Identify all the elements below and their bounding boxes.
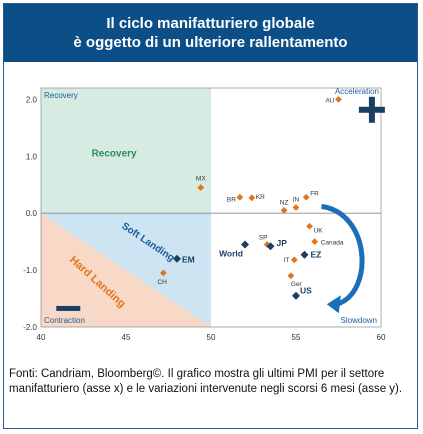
aggregate-label: World bbox=[219, 248, 243, 258]
country-label: BR bbox=[227, 196, 236, 203]
country-label: SP bbox=[259, 234, 268, 241]
y-tick-label: 1.0 bbox=[26, 152, 38, 161]
slowdown-label: Slowdown bbox=[341, 316, 377, 325]
aggregate-label: EZ bbox=[311, 250, 322, 260]
country-label: NZ bbox=[280, 199, 289, 206]
country-point bbox=[335, 95, 342, 103]
country-label: MX bbox=[196, 176, 206, 183]
aggregate-point bbox=[241, 240, 249, 249]
y-tick-label: 2.0 bbox=[26, 95, 38, 104]
aggregate-point bbox=[173, 254, 181, 263]
recovery-corner-label: Recovery bbox=[44, 91, 78, 100]
country-point bbox=[311, 238, 319, 246]
source-caption: Fonti: Candriam, Bloomberg©. Il grafico … bbox=[9, 368, 403, 395]
country-point bbox=[160, 269, 167, 277]
aggregate-label: EM bbox=[182, 255, 195, 265]
chart-title-line-2: è oggetto di un ulteriore rallentamento bbox=[73, 34, 348, 51]
slowdown-arrow-curve bbox=[321, 203, 365, 307]
aggregate-point bbox=[292, 291, 300, 300]
plot-border bbox=[40, 87, 382, 328]
country-label: AU bbox=[325, 97, 334, 104]
recovery-zone-label: Recovery bbox=[92, 148, 137, 159]
slowdown-arrow-head bbox=[326, 295, 341, 314]
aggregate-point bbox=[266, 242, 275, 251]
country-label: KR bbox=[256, 194, 265, 201]
country-point bbox=[197, 184, 205, 191]
chart-frame: Il ciclo manifatturiero globale è oggett… bbox=[3, 3, 418, 429]
country-label: Canada bbox=[321, 240, 344, 247]
contraction-label: Contraction bbox=[44, 316, 85, 325]
country-point bbox=[287, 272, 295, 280]
country-label: IT bbox=[284, 257, 290, 264]
country-point bbox=[306, 222, 313, 230]
country-point bbox=[248, 194, 256, 202]
country-point bbox=[280, 206, 288, 214]
aggregate-point bbox=[300, 250, 309, 259]
country-label: UK bbox=[314, 227, 324, 234]
y-tick-label: 0.0 bbox=[26, 209, 38, 218]
country-point bbox=[302, 193, 310, 201]
x-tick-label: 45 bbox=[122, 333, 131, 342]
x-tick-label: 50 bbox=[207, 333, 216, 342]
recovery-zone bbox=[41, 88, 211, 214]
country-label: CH bbox=[157, 279, 167, 286]
country-point bbox=[236, 193, 244, 201]
country-label: IN bbox=[293, 197, 300, 204]
acceleration-label: Acceleration bbox=[335, 87, 379, 96]
minus-icon bbox=[56, 305, 81, 311]
y-tick-label: -1.0 bbox=[23, 266, 37, 275]
aggregate-label: JP bbox=[277, 238, 288, 248]
country-point bbox=[292, 204, 300, 211]
title-bar: Il ciclo manifatturiero globale è oggett… bbox=[4, 4, 417, 62]
plus-icon-vertical bbox=[368, 96, 375, 123]
x-tick-label: 40 bbox=[37, 333, 46, 342]
y-tick-label: -2.0 bbox=[23, 323, 37, 332]
country-point bbox=[290, 256, 298, 264]
x-tick-label: 60 bbox=[377, 333, 386, 342]
country-label: Ger bbox=[291, 281, 303, 288]
x-tick-label: 55 bbox=[292, 333, 301, 342]
chart-title-line-1: Il ciclo manifatturiero globale bbox=[106, 15, 315, 32]
pmi-scatter-chart: 2.0 1.0 0.0 -1.0 -2.040 45 50 55 60 Recovery Recov… bbox=[23, 87, 386, 342]
aggregate-label: US bbox=[300, 286, 312, 296]
country-label: FR bbox=[310, 190, 319, 197]
